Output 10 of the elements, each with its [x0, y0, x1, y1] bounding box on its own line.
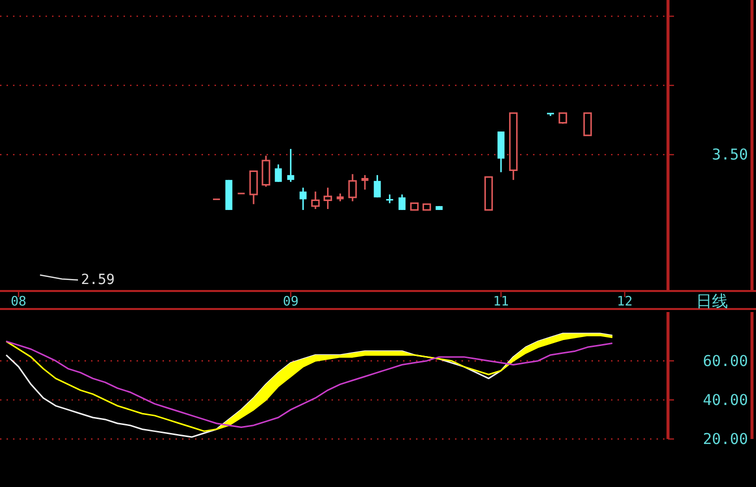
x-tick-label: 09 — [282, 294, 299, 310]
x-tick-label: 08 — [10, 294, 26, 310]
text: 3.50 — [712, 146, 748, 164]
y-tick-label: 20.00 — [702, 430, 748, 448]
text: 日线 — [696, 292, 728, 310]
y-tick-label: 60.00 — [702, 352, 748, 370]
x-tick-label: 11 — [493, 294, 509, 310]
y-tick-label: 40.00 — [702, 390, 748, 409]
x-tick-label: 12 — [616, 294, 633, 310]
text: 2.59 — [81, 272, 115, 288]
